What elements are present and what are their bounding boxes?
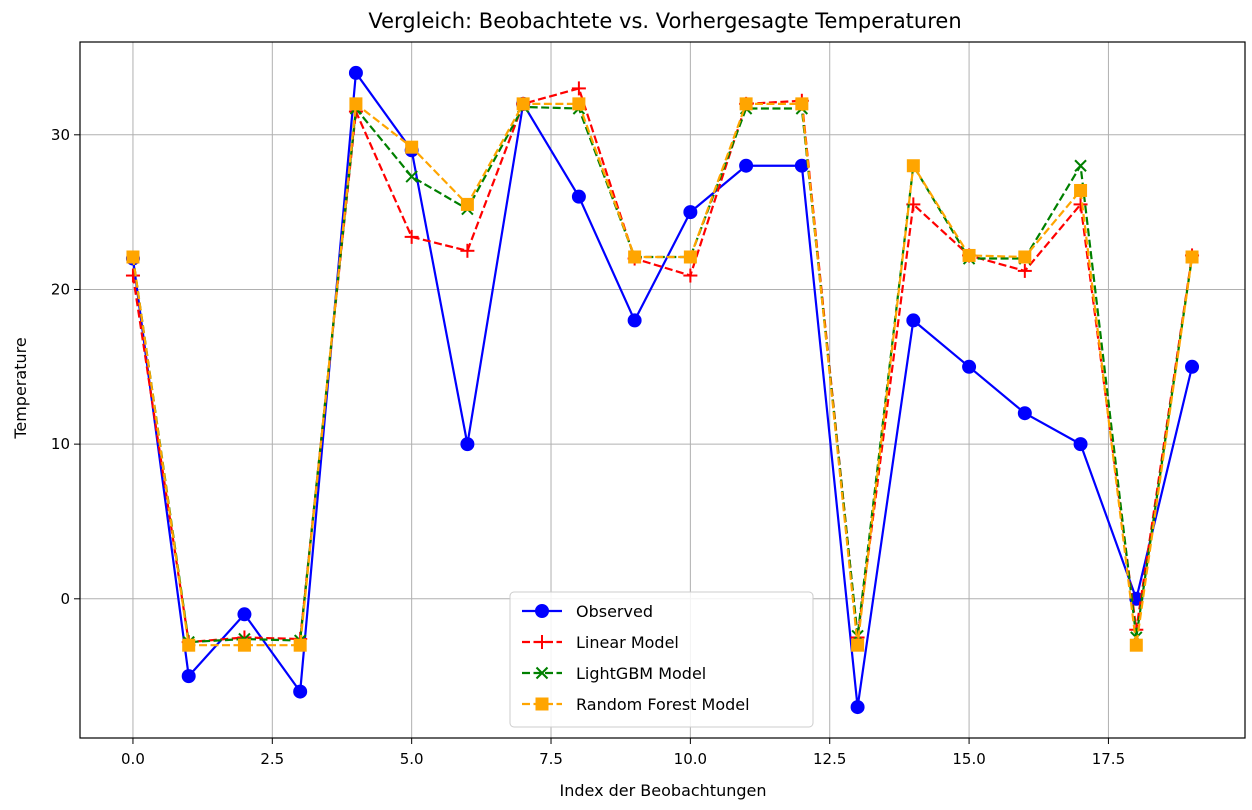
random-forest-model-point <box>572 97 586 111</box>
legend-linear-model-point <box>535 635 549 649</box>
y-tick-label: 0 <box>60 590 70 608</box>
linear-model-point <box>1017 263 1032 278</box>
observed-point <box>1017 406 1032 421</box>
observed-point <box>739 158 754 173</box>
linear-model-point <box>571 81 586 96</box>
legend-observed-point <box>535 604 549 618</box>
random-forest-model-point <box>460 197 474 211</box>
observed-point <box>850 700 865 715</box>
series-layer <box>125 65 1200 715</box>
observed-point <box>348 65 363 80</box>
random-forest-model-point <box>293 638 307 652</box>
random-forest-model-point <box>182 638 196 652</box>
grid <box>80 42 1245 738</box>
x-tick-label: 7.5 <box>539 750 563 768</box>
random-forest-model-point <box>1129 638 1143 652</box>
series-random-forest-model <box>126 97 1199 652</box>
random-forest-model-point <box>739 97 753 111</box>
series-line-observed <box>131 71 1194 709</box>
lightgbm-model-point <box>405 170 418 183</box>
x-tick-label: 10.0 <box>674 750 707 768</box>
legend-box <box>509 591 814 728</box>
random-forest-model-point <box>126 250 140 264</box>
observed-point <box>683 205 698 220</box>
x-tick-label: 12.5 <box>813 750 846 768</box>
legend-entry-random-forest-model: Random Forest Model <box>522 695 750 714</box>
x-axis-label: Index der Beobachtungen <box>560 781 767 800</box>
x-tick-label: 5.0 <box>400 750 424 768</box>
observed-point <box>181 669 196 684</box>
random-forest-model-point <box>405 140 419 154</box>
random-forest-model-point <box>851 638 865 652</box>
linear-model-point <box>125 268 140 283</box>
linear-model-point <box>1073 197 1088 212</box>
legend-entry-lightgbm-model: LightGBM Model <box>522 664 706 683</box>
random-forest-model-point <box>795 97 809 111</box>
observed-point <box>962 359 977 374</box>
random-forest-model-point <box>237 638 251 652</box>
ticks: 0.0 2.5 5.0 7.5 10.0 12.5 15.0 17.5 0 10 20 30 <box>51 126 1125 768</box>
linear-model-point <box>404 229 419 244</box>
legend-label: LightGBM Model <box>576 664 706 683</box>
random-forest-model-point <box>683 250 697 264</box>
random-forest-model-point <box>349 97 363 111</box>
chart-title: Vergleich: Beobachtete vs. Vorhergesagte… <box>368 9 961 33</box>
linear-model-point <box>683 268 698 283</box>
random-forest-model-point <box>628 250 642 264</box>
observed-point <box>293 684 308 699</box>
series-line-random-forest-model <box>131 102 1194 647</box>
x-tick-label: 15.0 <box>952 750 985 768</box>
x-tick-label: 17.5 <box>1092 750 1125 768</box>
random-forest-model-point <box>516 97 530 111</box>
x-tick-label: 2.5 <box>260 750 284 768</box>
legend-lightgbm-model-point <box>535 666 549 680</box>
legend: Observed Linear Model LightGBM Model Random… <box>509 591 814 728</box>
random-forest-model-point <box>962 248 976 262</box>
observed-point <box>571 189 586 204</box>
legend-label: Random Forest Model <box>576 695 750 714</box>
legend-entry-linear-model: Linear Model <box>522 633 679 652</box>
observed-point <box>906 313 921 328</box>
linear-model-point <box>460 243 475 258</box>
observed-point <box>237 607 252 622</box>
random-forest-model-point <box>1074 183 1088 197</box>
random-forest-model-point <box>906 159 920 173</box>
observed-point <box>460 437 475 452</box>
y-tick-label: 30 <box>51 126 70 144</box>
observed-point <box>627 313 642 328</box>
random-forest-model-point <box>1185 250 1199 264</box>
y-axis-label: Temperature <box>11 337 30 439</box>
x-tick-label: 0.0 <box>121 750 145 768</box>
y-tick-label: 10 <box>51 435 70 453</box>
y-tick-label: 20 <box>51 280 70 298</box>
legend-label: Observed <box>576 602 653 621</box>
plot-frame <box>79 41 1246 739</box>
legend-entry-observed: Observed <box>522 602 653 621</box>
random-forest-model-point <box>1018 250 1032 264</box>
legend-random-forest-model-point <box>535 697 549 711</box>
observed-point <box>1073 437 1088 452</box>
legend-label: Linear Model <box>576 633 679 652</box>
lightgbm-model-point <box>1074 159 1087 172</box>
observed-point <box>1185 359 1200 374</box>
